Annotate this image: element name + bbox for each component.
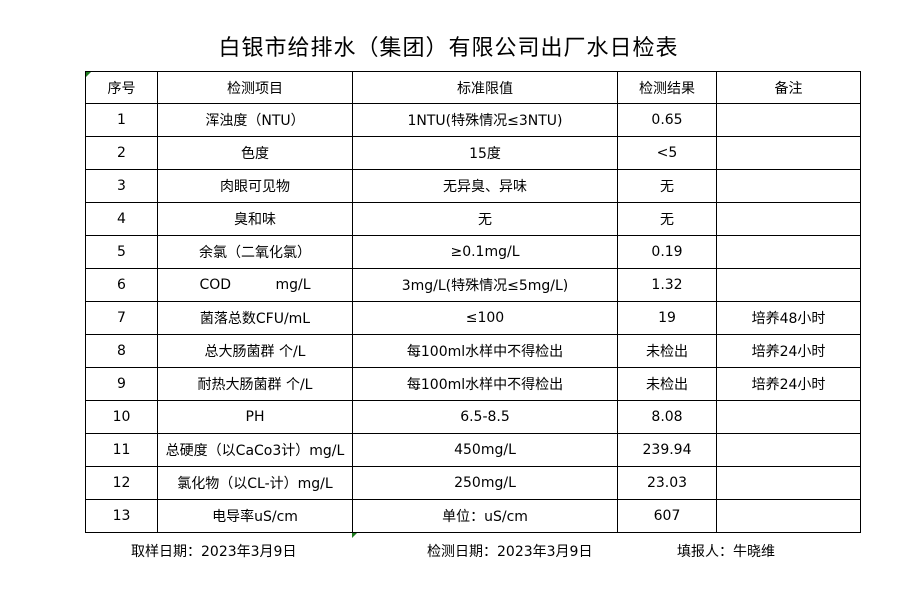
header-cell[interactable]: 检测项目 xyxy=(157,71,353,104)
test-item-cell[interactable]: 总大肠菌群 个/L xyxy=(157,334,353,368)
remark-cell[interactable] xyxy=(716,136,861,170)
table-row: 1 浑浊度（NTU） 1NTU(特殊情况≤3NTU) 0.65 xyxy=(85,103,861,137)
remark-cell[interactable]: 培养24小时 xyxy=(716,367,861,401)
standard-limit-cell[interactable]: 每100ml水样中不得检出 xyxy=(352,334,618,368)
row-number-cell[interactable]: 3 xyxy=(85,169,158,203)
remark-cell[interactable]: 培养24小时 xyxy=(716,334,861,368)
standard-limit-cell[interactable]: 每100ml水样中不得检出 xyxy=(352,367,618,401)
test-result-cell[interactable]: 23.03 xyxy=(617,466,717,500)
table-row: 6 COD mg/L 3mg/L(特殊情况≤5mg/L) 1.32 xyxy=(85,268,861,302)
standard-limit-cell[interactable]: 无 xyxy=(352,202,618,236)
standard-limit-cell[interactable]: 无异臭、异味 xyxy=(352,169,618,203)
table-row: 11 总硬度（以CaCo3计）mg/L 450mg/L 239.94 xyxy=(85,433,861,467)
test-result-cell[interactable]: 0.19 xyxy=(617,235,717,269)
table-header-row: 序号 检测项目 标准限值 检测结果 备注 xyxy=(85,71,861,104)
row-number-cell[interactable]: 12 xyxy=(85,466,158,500)
cell-marker-icon xyxy=(86,72,91,77)
test-item-cell[interactable]: 电导率uS/cm xyxy=(157,499,353,533)
row-number-cell[interactable]: 7 xyxy=(85,301,158,335)
standard-limit-cell[interactable]: 6.5-8.5 xyxy=(352,400,618,434)
remark-cell[interactable] xyxy=(716,235,861,269)
row-number-cell[interactable]: 8 xyxy=(85,334,158,368)
table-row: 12 氯化物（以CL-计）mg/L 250mg/L 23.03 xyxy=(85,466,861,500)
test-item-cell[interactable]: PH xyxy=(157,400,353,434)
table-row: 7 菌落总数CFU/mL ≤100 19 培养48小时 xyxy=(85,301,861,335)
test-item-cell[interactable]: 浑浊度（NTU） xyxy=(157,103,353,137)
table-row: 9 耐热大肠菌群 个/L 每100ml水样中不得检出 未检出 培养24小时 xyxy=(85,367,861,401)
test-result-cell[interactable]: 未检出 xyxy=(617,334,717,368)
standard-limit-cell[interactable]: ≤100 xyxy=(352,301,618,335)
test-result-cell[interactable]: 无 xyxy=(617,202,717,236)
standard-limit-cell[interactable]: 250mg/L xyxy=(352,466,618,500)
standard-limit-cell[interactable]: 单位：uS/cm xyxy=(352,499,618,533)
remark-cell[interactable] xyxy=(716,466,861,500)
test-result-cell[interactable]: 239.94 xyxy=(617,433,717,467)
test-item-cell[interactable]: 氯化物（以CL-计）mg/L xyxy=(157,466,353,500)
table-row: 8 总大肠菌群 个/L 每100ml水样中不得检出 未检出 培养24小时 xyxy=(85,334,861,368)
test-result-cell[interactable]: 1.32 xyxy=(617,268,717,302)
water-test-table: 序号 检测项目 标准限值 检测结果 备注 1 浑浊度（NTU） 1NTU(特殊情况≤… xyxy=(85,71,861,533)
remark-cell[interactable] xyxy=(716,103,861,137)
header-cell[interactable]: 序号 xyxy=(85,71,158,104)
cell-marker-icon xyxy=(352,533,357,538)
standard-limit-cell[interactable]: ≥0.1mg/L xyxy=(352,235,618,269)
table-row: 10 PH 6.5-8.5 8.08 xyxy=(85,400,861,434)
row-number-cell[interactable]: 13 xyxy=(85,499,158,533)
remark-cell[interactable] xyxy=(716,433,861,467)
standard-limit-cell[interactable]: 1NTU(特殊情况≤3NTU) xyxy=(352,103,618,137)
sampling-date: 取样日期：2023年3月9日 xyxy=(131,544,297,560)
remark-cell[interactable] xyxy=(716,169,861,203)
row-number-cell[interactable]: 10 xyxy=(85,400,158,434)
table-row: 3 肉眼可见物 无异臭、异味无 xyxy=(85,169,861,203)
remark-cell[interactable]: 培养48小时 xyxy=(716,301,861,335)
test-item-cell[interactable]: COD mg/L xyxy=(157,268,353,302)
remark-cell[interactable] xyxy=(716,400,861,434)
remark-cell[interactable] xyxy=(716,499,861,533)
row-number-cell[interactable]: 5 xyxy=(85,235,158,269)
test-item-cell[interactable]: 臭和味 xyxy=(157,202,353,236)
page-title: 白银市给排水（集团）有限公司出厂水日检表 xyxy=(218,36,679,61)
test-item-cell[interactable]: 色度 xyxy=(157,136,353,170)
test-result-cell[interactable]: 607 xyxy=(617,499,717,533)
test-item-cell[interactable]: 肉眼可见物 xyxy=(157,169,353,203)
remark-cell[interactable] xyxy=(716,268,861,302)
row-number-cell[interactable]: 6 xyxy=(85,268,158,302)
header-cell[interactable]: 检测结果 xyxy=(617,71,717,104)
row-number-cell[interactable]: 1 xyxy=(85,103,158,137)
test-result-cell[interactable]: 8.08 xyxy=(617,400,717,434)
test-result-cell[interactable]: 无 xyxy=(617,169,717,203)
standard-limit-cell[interactable]: 15度 xyxy=(352,136,618,170)
table-row: 2 色度 15度 <5 xyxy=(85,136,861,170)
row-number-cell[interactable]: 4 xyxy=(85,202,158,236)
header-cell[interactable]: 备注 xyxy=(716,71,861,104)
row-number-cell[interactable]: 9 xyxy=(85,367,158,401)
test-item-cell[interactable]: 耐热大肠菌群 个/L xyxy=(157,367,353,401)
row-number-cell[interactable]: 11 xyxy=(85,433,158,467)
test-result-cell[interactable]: 19 xyxy=(617,301,717,335)
table-row: 5 余氯（二氧化氯） ≥0.1mg/L 0.19 xyxy=(85,235,861,269)
reporter: 填报人：牛晓维 xyxy=(677,544,775,560)
test-date: 检测日期：2023年3月9日 xyxy=(427,544,593,560)
table-row: 13 电导率uS/cm 单位：uS/cm 607 xyxy=(85,499,861,533)
test-result-cell[interactable]: 0.65 xyxy=(617,103,717,137)
row-number-cell[interactable]: 2 xyxy=(85,136,158,170)
remark-cell[interactable] xyxy=(716,202,861,236)
table-row: 4 臭和味无无 xyxy=(85,202,861,236)
test-item-cell[interactable]: 总硬度（以CaCo3计）mg/L xyxy=(157,433,353,467)
test-result-cell[interactable]: 未检出 xyxy=(617,367,717,401)
test-result-cell[interactable]: <5 xyxy=(617,136,717,170)
header-cell[interactable]: 标准限值 xyxy=(352,71,618,104)
test-item-cell[interactable]: 余氯（二氧化氯） xyxy=(157,235,353,269)
standard-limit-cell[interactable]: 3mg/L(特殊情况≤5mg/L) xyxy=(352,268,618,302)
standard-limit-cell[interactable]: 450mg/L xyxy=(352,433,618,467)
test-item-cell[interactable]: 菌落总数CFU/mL xyxy=(157,301,353,335)
